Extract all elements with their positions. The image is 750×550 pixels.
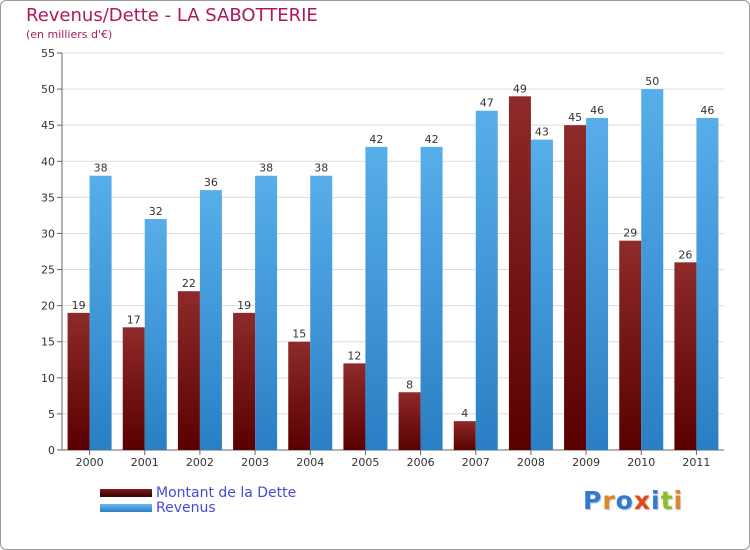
y-tick-label: 35 [41,191,55,204]
data-label-debt: 17 [127,313,141,326]
data-label-debt: 8 [406,378,413,391]
bar-revenus [144,219,167,450]
data-label-debt: 19 [72,299,86,312]
bar-revenus [199,190,222,451]
bar-debt [564,125,587,450]
y-tick-label: 55 [41,47,55,60]
logo-letter: t [660,486,674,515]
data-label-revenus: 38 [94,162,108,175]
x-tick-label: 2011 [682,456,710,469]
y-tick-label: 5 [48,408,55,421]
logo-letter: o [615,486,634,515]
x-tick-label: 2005 [351,456,379,469]
logo-letter: i [651,486,661,515]
legend-swatch-revenus [100,504,152,512]
bar-revenus [641,89,664,450]
logo-letter: i [673,486,684,515]
x-tick-label: 2008 [517,456,545,469]
bar-revenus [475,110,498,450]
y-tick-label: 50 [41,83,55,96]
legend-label-revenus: Revenus [156,500,216,516]
chart-subtitle: (en milliers d'€) [26,28,113,41]
y-tick-label: 25 [41,264,55,277]
bar-debt [508,96,531,451]
x-tick-label: 2003 [241,456,269,469]
data-label-revenus: 42 [369,133,383,146]
data-label-debt: 22 [182,277,196,290]
proxiti-logo: Proxiti [583,486,683,515]
bar-revenus [89,175,112,450]
data-label-revenus: 50 [645,75,659,88]
y-tick-label: 10 [41,372,55,385]
bar-debt [619,240,642,450]
bar-debt [343,363,366,450]
bar-debt [674,262,697,450]
data-label-revenus: 42 [425,133,439,146]
data-label-revenus: 46 [700,104,714,117]
bar-debt [67,312,90,450]
bar-debt [288,341,311,450]
data-label-debt: 12 [347,349,361,362]
x-tick-label: 2002 [186,456,214,469]
legend-swatch-debt [100,489,152,497]
logo-letter: r [602,486,616,515]
x-tick-label: 2004 [296,456,324,469]
data-label-revenus: 38 [314,162,328,175]
x-tick-label: 2006 [407,456,435,469]
chart-title: Revenus/Dette - LA SABOTTERIE [26,5,318,26]
y-tick-label: 15 [41,336,55,349]
bar-revenus [255,175,278,450]
data-label-debt: 19 [237,299,251,312]
y-tick-label: 0 [48,444,55,457]
x-tick-label: 2010 [627,456,655,469]
data-label-revenus: 38 [259,162,273,175]
y-tick-label: 45 [41,119,55,132]
bar-debt [398,392,421,450]
bar-revenus [310,175,333,450]
data-label-debt: 4 [461,407,468,420]
logo-letter: x [633,486,651,515]
data-label-debt: 29 [623,227,637,240]
bar-revenus [420,146,443,450]
data-label-revenus: 43 [535,126,549,139]
data-label-revenus: 32 [149,205,163,218]
bar-debt [453,421,476,450]
bar-debt [122,327,145,450]
data-label-revenus: 36 [204,176,218,189]
x-tick-label: 2000 [76,456,104,469]
y-tick-label: 30 [41,227,55,240]
data-label-debt: 49 [513,82,527,95]
data-label-debt: 15 [292,328,306,341]
x-tick-label: 2009 [572,456,600,469]
x-tick-label: 2001 [131,456,159,469]
x-tick-label: 2007 [462,456,490,469]
data-label-debt: 26 [678,248,692,261]
data-label-revenus: 47 [480,97,494,110]
y-tick-label: 40 [41,155,55,168]
bar-revenus [696,117,719,451]
bar-revenus [530,139,553,451]
y-tick-label: 20 [41,300,55,313]
data-label-debt: 45 [568,111,582,124]
logo-letter: P [583,486,603,515]
bar-revenus [586,117,609,451]
data-label-revenus: 46 [590,104,604,117]
bar-debt [233,312,256,450]
legend-label-debt: Montant de la Dette [156,485,297,501]
bar-revenus [365,146,388,450]
bar-debt [177,291,200,450]
